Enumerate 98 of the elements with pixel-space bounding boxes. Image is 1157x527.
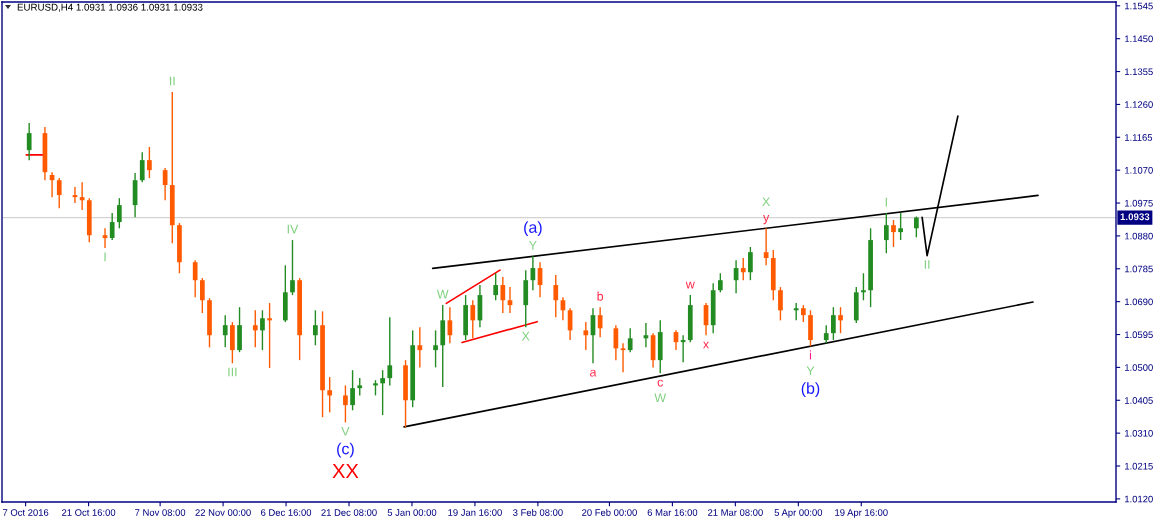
y-tick-label: 1.1355	[1125, 68, 1153, 76]
y-tick-label: 1.0785	[1125, 265, 1153, 273]
candlestick	[717, 272, 723, 294]
candlestick	[433, 329, 438, 369]
candlestick	[290, 239, 295, 296]
candlestick	[327, 376, 333, 414]
y-tick-label: 1.1070	[1125, 166, 1153, 174]
x-tick-label: 20 Feb 00:00	[582, 508, 637, 516]
annotation: x	[703, 341, 710, 349]
x-tick-label: 21 Oct 16:00	[62, 509, 116, 516]
candlestick	[493, 272, 499, 301]
annotation: X	[762, 197, 771, 207]
ref-line-label: 1.0933	[1120, 213, 1150, 221]
x-tick-label: 6 Mar 16:00	[647, 509, 698, 516]
candlestick	[222, 314, 228, 349]
x-tick-label: 21 Mar 08:00	[708, 509, 763, 516]
y-tick-label: 1.0500	[1125, 364, 1153, 371]
annotation: I	[104, 252, 106, 262]
candlestick	[350, 369, 355, 411]
candlestick	[793, 302, 799, 322]
annotation: (b)	[801, 382, 820, 398]
annotation: XX	[332, 464, 359, 478]
x-tick-label: 5 Apr 00:00	[774, 509, 823, 518]
candlestick	[199, 277, 205, 314]
annotation: W	[436, 289, 449, 299]
candlestick	[313, 309, 318, 346]
annotation: a	[590, 369, 597, 377]
candlestick	[260, 309, 265, 351]
annotation: V	[341, 426, 350, 436]
x-tick-label: 3 Feb 08:00	[513, 508, 563, 516]
candlestick	[898, 212, 903, 241]
candlestick	[861, 272, 866, 301]
candlestick	[116, 197, 122, 229]
y-tick-label: 1.0880	[1125, 232, 1153, 240]
chart-title: EURUSD,H4 1.0931 1.0936 1.0931 1.0933	[17, 3, 203, 12]
x-tick-label: 6 Dec 16:00	[261, 509, 312, 516]
candlestick	[387, 316, 393, 387]
annotation: IV	[287, 224, 299, 234]
candlestick	[26, 122, 32, 161]
x-tick-label: 22 Nov 00:00	[195, 509, 251, 516]
candlestick	[267, 302, 272, 369]
x-tick-label: 5 Jan 00:00	[387, 509, 437, 516]
annotation: b	[597, 291, 604, 301]
candlestick	[343, 384, 348, 424]
annotation: i	[809, 350, 812, 360]
annotation: III	[228, 367, 237, 377]
y-tick-label: 1.0405	[1125, 397, 1153, 404]
y-tick-label: 1.1545	[1125, 2, 1153, 10]
x-tick-label: 21 Dec 08:00	[321, 509, 377, 516]
y-tick-label: 1.0595	[1125, 331, 1153, 339]
candlestick	[583, 321, 589, 351]
annotation: X	[521, 331, 530, 341]
candlestick	[56, 177, 62, 209]
annotation: Y	[528, 241, 537, 250]
candlestick	[192, 259, 198, 298]
annotation: I	[885, 197, 887, 207]
y-tick-label: 1.0310	[1125, 429, 1153, 437]
y-tick-label: 1.1260	[1125, 101, 1153, 108]
candlestick	[831, 306, 836, 341]
annotation: c	[657, 379, 664, 387]
candlestick	[838, 306, 843, 334]
y-tick-label: 1.0690	[1125, 298, 1153, 306]
candlestick	[883, 212, 889, 254]
candlestick	[470, 299, 476, 340]
candlestick	[627, 327, 633, 353]
x-tick-label: 7 Oct 2016	[3, 509, 49, 516]
candlestick	[914, 215, 919, 238]
annotation: (a)	[524, 221, 542, 237]
y-tick-label: 1.1450	[1125, 35, 1153, 43]
annotation: Y	[806, 366, 815, 376]
candlestick	[252, 309, 258, 349]
annotation: (c)	[337, 442, 354, 458]
x-tick-label: 19 Jan 16:00	[448, 509, 502, 516]
candlestick	[147, 146, 152, 179]
annotation: II	[924, 260, 930, 269]
candlestick	[102, 227, 108, 249]
candlestick	[748, 246, 753, 281]
x-tick-label: 7 Nov 08:00	[135, 509, 186, 516]
candlestick	[109, 212, 115, 241]
candlestick	[620, 342, 626, 373]
y-tick-label: 1.0120	[1125, 495, 1153, 503]
annotation: II	[169, 76, 175, 86]
candlestick	[380, 369, 385, 416]
y-tick-label: 1.0215	[1125, 462, 1153, 470]
y-tick-label: 1.1165	[1125, 134, 1153, 141]
annotation: w	[685, 281, 695, 289]
annotation: W	[654, 393, 667, 403]
x-tick-label: 19 Apr 16:00	[835, 509, 888, 518]
candlestick	[139, 151, 145, 183]
candlestick	[740, 257, 746, 281]
candlestick	[891, 219, 896, 248]
annotation: y	[763, 215, 770, 225]
candlestick	[553, 274, 559, 318]
candlestick	[500, 276, 506, 314]
candlestick	[597, 306, 603, 338]
candlestick	[417, 326, 423, 369]
candlestick	[778, 286, 783, 322]
y-tick-label: 1.0975	[1125, 199, 1153, 207]
